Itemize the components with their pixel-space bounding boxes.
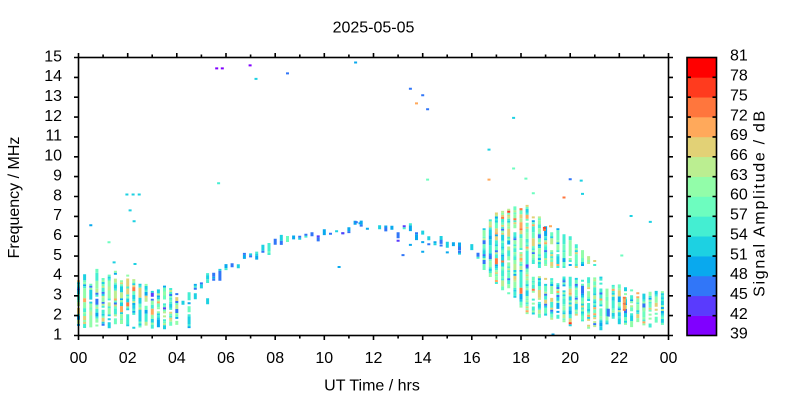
svg-text:02: 02 — [119, 350, 137, 367]
svg-text:04: 04 — [168, 350, 186, 367]
svg-text:63: 63 — [730, 167, 748, 184]
svg-text:4: 4 — [53, 267, 62, 284]
svg-text:72: 72 — [730, 107, 748, 124]
svg-text:48: 48 — [730, 266, 748, 283]
svg-text:22: 22 — [610, 350, 628, 367]
svg-text:42: 42 — [730, 306, 748, 323]
svg-text:00: 00 — [70, 350, 88, 367]
svg-text:00: 00 — [660, 350, 678, 367]
svg-text:54: 54 — [730, 226, 748, 243]
svg-text:11: 11 — [45, 128, 62, 145]
svg-text:1: 1 — [53, 326, 62, 343]
svg-text:10: 10 — [44, 148, 62, 165]
svg-text:15: 15 — [44, 48, 62, 65]
svg-text:66: 66 — [730, 147, 748, 164]
svg-text:81: 81 — [730, 48, 748, 65]
svg-text:12: 12 — [365, 350, 383, 367]
svg-text:18: 18 — [512, 350, 530, 367]
svg-text:9: 9 — [53, 167, 62, 184]
svg-text:12: 12 — [44, 108, 62, 125]
svg-text:5: 5 — [53, 247, 62, 264]
svg-text:8: 8 — [53, 187, 62, 204]
svg-text:14: 14 — [44, 68, 62, 85]
svg-text:Frequency / MHz: Frequency / MHz — [6, 137, 23, 259]
svg-text:6: 6 — [53, 227, 62, 244]
svg-text:60: 60 — [730, 187, 748, 204]
svg-text:75: 75 — [730, 87, 748, 104]
svg-text:20: 20 — [561, 350, 579, 367]
svg-text:39: 39 — [730, 326, 748, 343]
svg-text:2: 2 — [53, 306, 62, 323]
svg-text:Signal Amplitude / dB: Signal Amplitude / dB — [752, 109, 769, 297]
svg-text:51: 51 — [730, 246, 748, 263]
svg-text:08: 08 — [266, 350, 284, 367]
svg-text:3: 3 — [53, 287, 62, 304]
svg-text:10: 10 — [315, 350, 333, 367]
svg-text:57: 57 — [730, 207, 748, 224]
svg-text:16: 16 — [463, 350, 481, 367]
svg-text:UT Time / hrs: UT Time / hrs — [324, 378, 420, 395]
svg-text:45: 45 — [730, 286, 748, 303]
svg-text:7: 7 — [53, 207, 62, 224]
svg-text:78: 78 — [730, 68, 748, 85]
svg-text:13: 13 — [44, 88, 62, 105]
svg-text:69: 69 — [730, 127, 748, 144]
svg-text:06: 06 — [217, 350, 235, 367]
svg-text:14: 14 — [414, 350, 432, 367]
svg-text:2025-05-05: 2025-05-05 — [333, 20, 415, 37]
